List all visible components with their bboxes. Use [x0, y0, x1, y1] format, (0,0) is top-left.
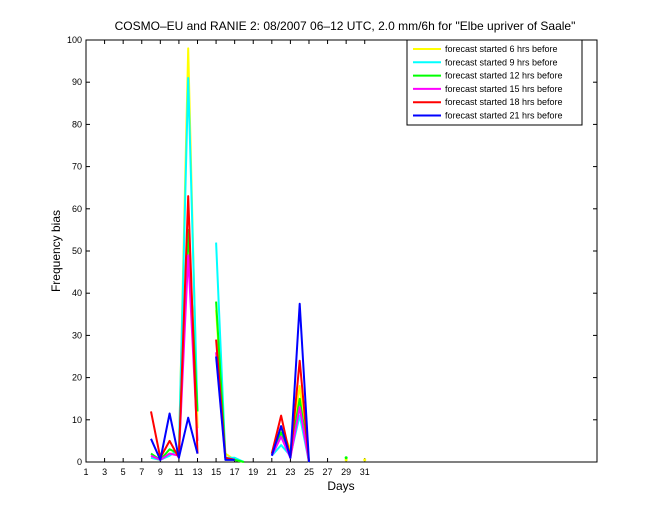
x-tick-label: 7	[139, 467, 144, 477]
legend: forecast started 6 hrs before forecast st…	[406, 39, 583, 126]
x-tick-label: 5	[121, 467, 126, 477]
y-tick-label: 20	[72, 373, 82, 383]
x-axis-ticks: 1 3 5 7 9 11 13 15 17 19 21 23 25 27 29 31	[83, 40, 370, 477]
x-tick-label: 3	[102, 467, 107, 477]
y-tick-label: 40	[72, 288, 82, 298]
y-tick-label: 30	[72, 330, 82, 340]
y-tick-label: 80	[72, 119, 82, 129]
series-4-line	[150, 254, 199, 461]
series-6-line	[150, 412, 199, 461]
series-5-line	[150, 195, 199, 459]
x-tick-label: 21	[267, 467, 277, 477]
x-tick-label: 17	[230, 467, 240, 477]
x-tick-label: 31	[360, 467, 370, 477]
x-tick-label: 25	[304, 467, 314, 477]
x-tick-label: 23	[285, 467, 295, 477]
legend-label: forecast started 9 hrs before	[445, 57, 558, 67]
series-2-line	[215, 242, 245, 463]
legend-label: forecast started 21 hrs before	[445, 111, 563, 121]
legend-label: forecast started 18 hrs before	[445, 97, 563, 107]
x-tick-label: 15	[211, 467, 221, 477]
x-tick-label: 9	[158, 467, 163, 477]
chart-title: COSMO–EU and RANIE 2: 08/2007 06–12 UTC,…	[115, 19, 576, 33]
series-1-point	[344, 458, 348, 462]
x-tick-label: 27	[323, 467, 333, 477]
x-tick-label: 19	[248, 467, 258, 477]
x-tick-label: 1	[83, 467, 88, 477]
x-tick-label: 11	[174, 467, 183, 477]
y-tick-label: 50	[72, 246, 82, 256]
y-axis-label: Frequency bias	[49, 210, 63, 292]
y-tick-label: 90	[72, 77, 82, 87]
series-3-point	[344, 456, 348, 460]
x-tick-label: 13	[192, 467, 202, 477]
x-axis-label: Days	[327, 479, 354, 493]
legend-label: forecast started 12 hrs before	[445, 71, 563, 81]
y-tick-label: 70	[72, 162, 82, 172]
legend-box	[406, 39, 583, 126]
x-tick-label: 29	[341, 467, 351, 477]
y-tick-label: 100	[67, 35, 82, 45]
y-tick-label: 10	[72, 415, 82, 425]
legend-label: forecast started 6 hrs before	[445, 44, 558, 54]
y-tick-label: 60	[72, 204, 82, 214]
series-6-line	[215, 356, 235, 461]
y-tick-label: 0	[77, 457, 82, 467]
series-1-point	[363, 458, 367, 462]
series-6-line	[270, 302, 310, 463]
legend-label: forecast started 15 hrs before	[445, 84, 563, 94]
y-axis-ticks: 0 10 20 30 40 50 60 70 80 90 100	[67, 35, 597, 467]
series-layer	[150, 47, 367, 463]
